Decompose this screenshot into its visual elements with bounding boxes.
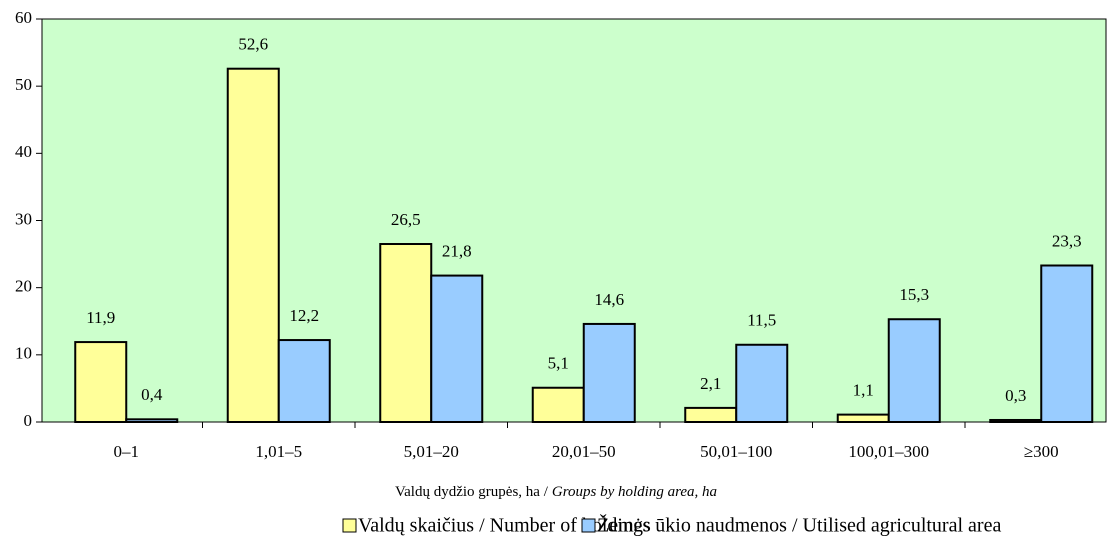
x-tick-label: 1,01–5 — [255, 442, 302, 461]
x-tick-label: 100,01–300 — [848, 442, 929, 461]
x-axis-label: Valdų dydžio grupės, ha / Groups by holdi… — [395, 484, 717, 500]
x-tick-label: 20,01–50 — [552, 442, 616, 461]
bar — [836, 413, 890, 423]
value-label: 12,2 — [289, 306, 319, 325]
bar — [684, 406, 738, 423]
value-label: 0,4 — [141, 385, 163, 404]
x-axis-label-italic: Groups by holding area, ha — [552, 484, 717, 500]
x-tick-label: 50,01–100 — [700, 442, 772, 461]
bar — [582, 322, 636, 424]
bar — [430, 274, 484, 423]
value-label: 11,5 — [747, 311, 776, 330]
x-tick-label: ≥300 — [1024, 442, 1059, 461]
value-label: 2,1 — [700, 374, 721, 393]
value-label: 14,6 — [594, 290, 624, 309]
bar — [1040, 264, 1094, 424]
value-label: 15,3 — [899, 285, 929, 304]
legend-swatch — [581, 518, 596, 533]
y-tick-label: 10 — [15, 344, 32, 363]
value-label: 11,9 — [86, 308, 115, 327]
y-tick-label: 20 — [15, 277, 32, 296]
legend-swatch — [342, 518, 357, 533]
bar — [379, 243, 433, 423]
bar — [531, 386, 585, 423]
bar — [735, 343, 789, 423]
y-tick-label: 0 — [24, 411, 33, 430]
legend-label: Žemės ūkio naudmenos / Utilised agricult… — [597, 514, 1001, 537]
bar — [226, 67, 280, 423]
legend-label: Valdų skaičius / Number of holdings — [358, 515, 651, 537]
value-label: 21,8 — [442, 241, 472, 260]
value-label: 26,5 — [391, 210, 421, 229]
value-label: 0,3 — [1005, 386, 1026, 405]
value-label: 52,6 — [238, 35, 268, 54]
y-tick-label: 40 — [15, 142, 32, 161]
bar — [277, 339, 331, 424]
value-label: 1,1 — [853, 381, 874, 400]
value-label: 5,1 — [548, 354, 569, 373]
value-label: 23,3 — [1052, 231, 1082, 250]
x-axis-label-main: Valdų dydžio grupės, ha / — [395, 484, 549, 500]
x-tick-label: 5,01–20 — [404, 442, 459, 461]
plot-area — [41, 18, 1107, 423]
bar — [74, 341, 128, 423]
x-tick-label: 0–1 — [114, 442, 140, 461]
y-tick-label: 30 — [15, 209, 32, 228]
y-tick-label: 60 — [15, 8, 32, 27]
bar — [887, 318, 941, 423]
y-tick-label: 50 — [15, 75, 32, 94]
